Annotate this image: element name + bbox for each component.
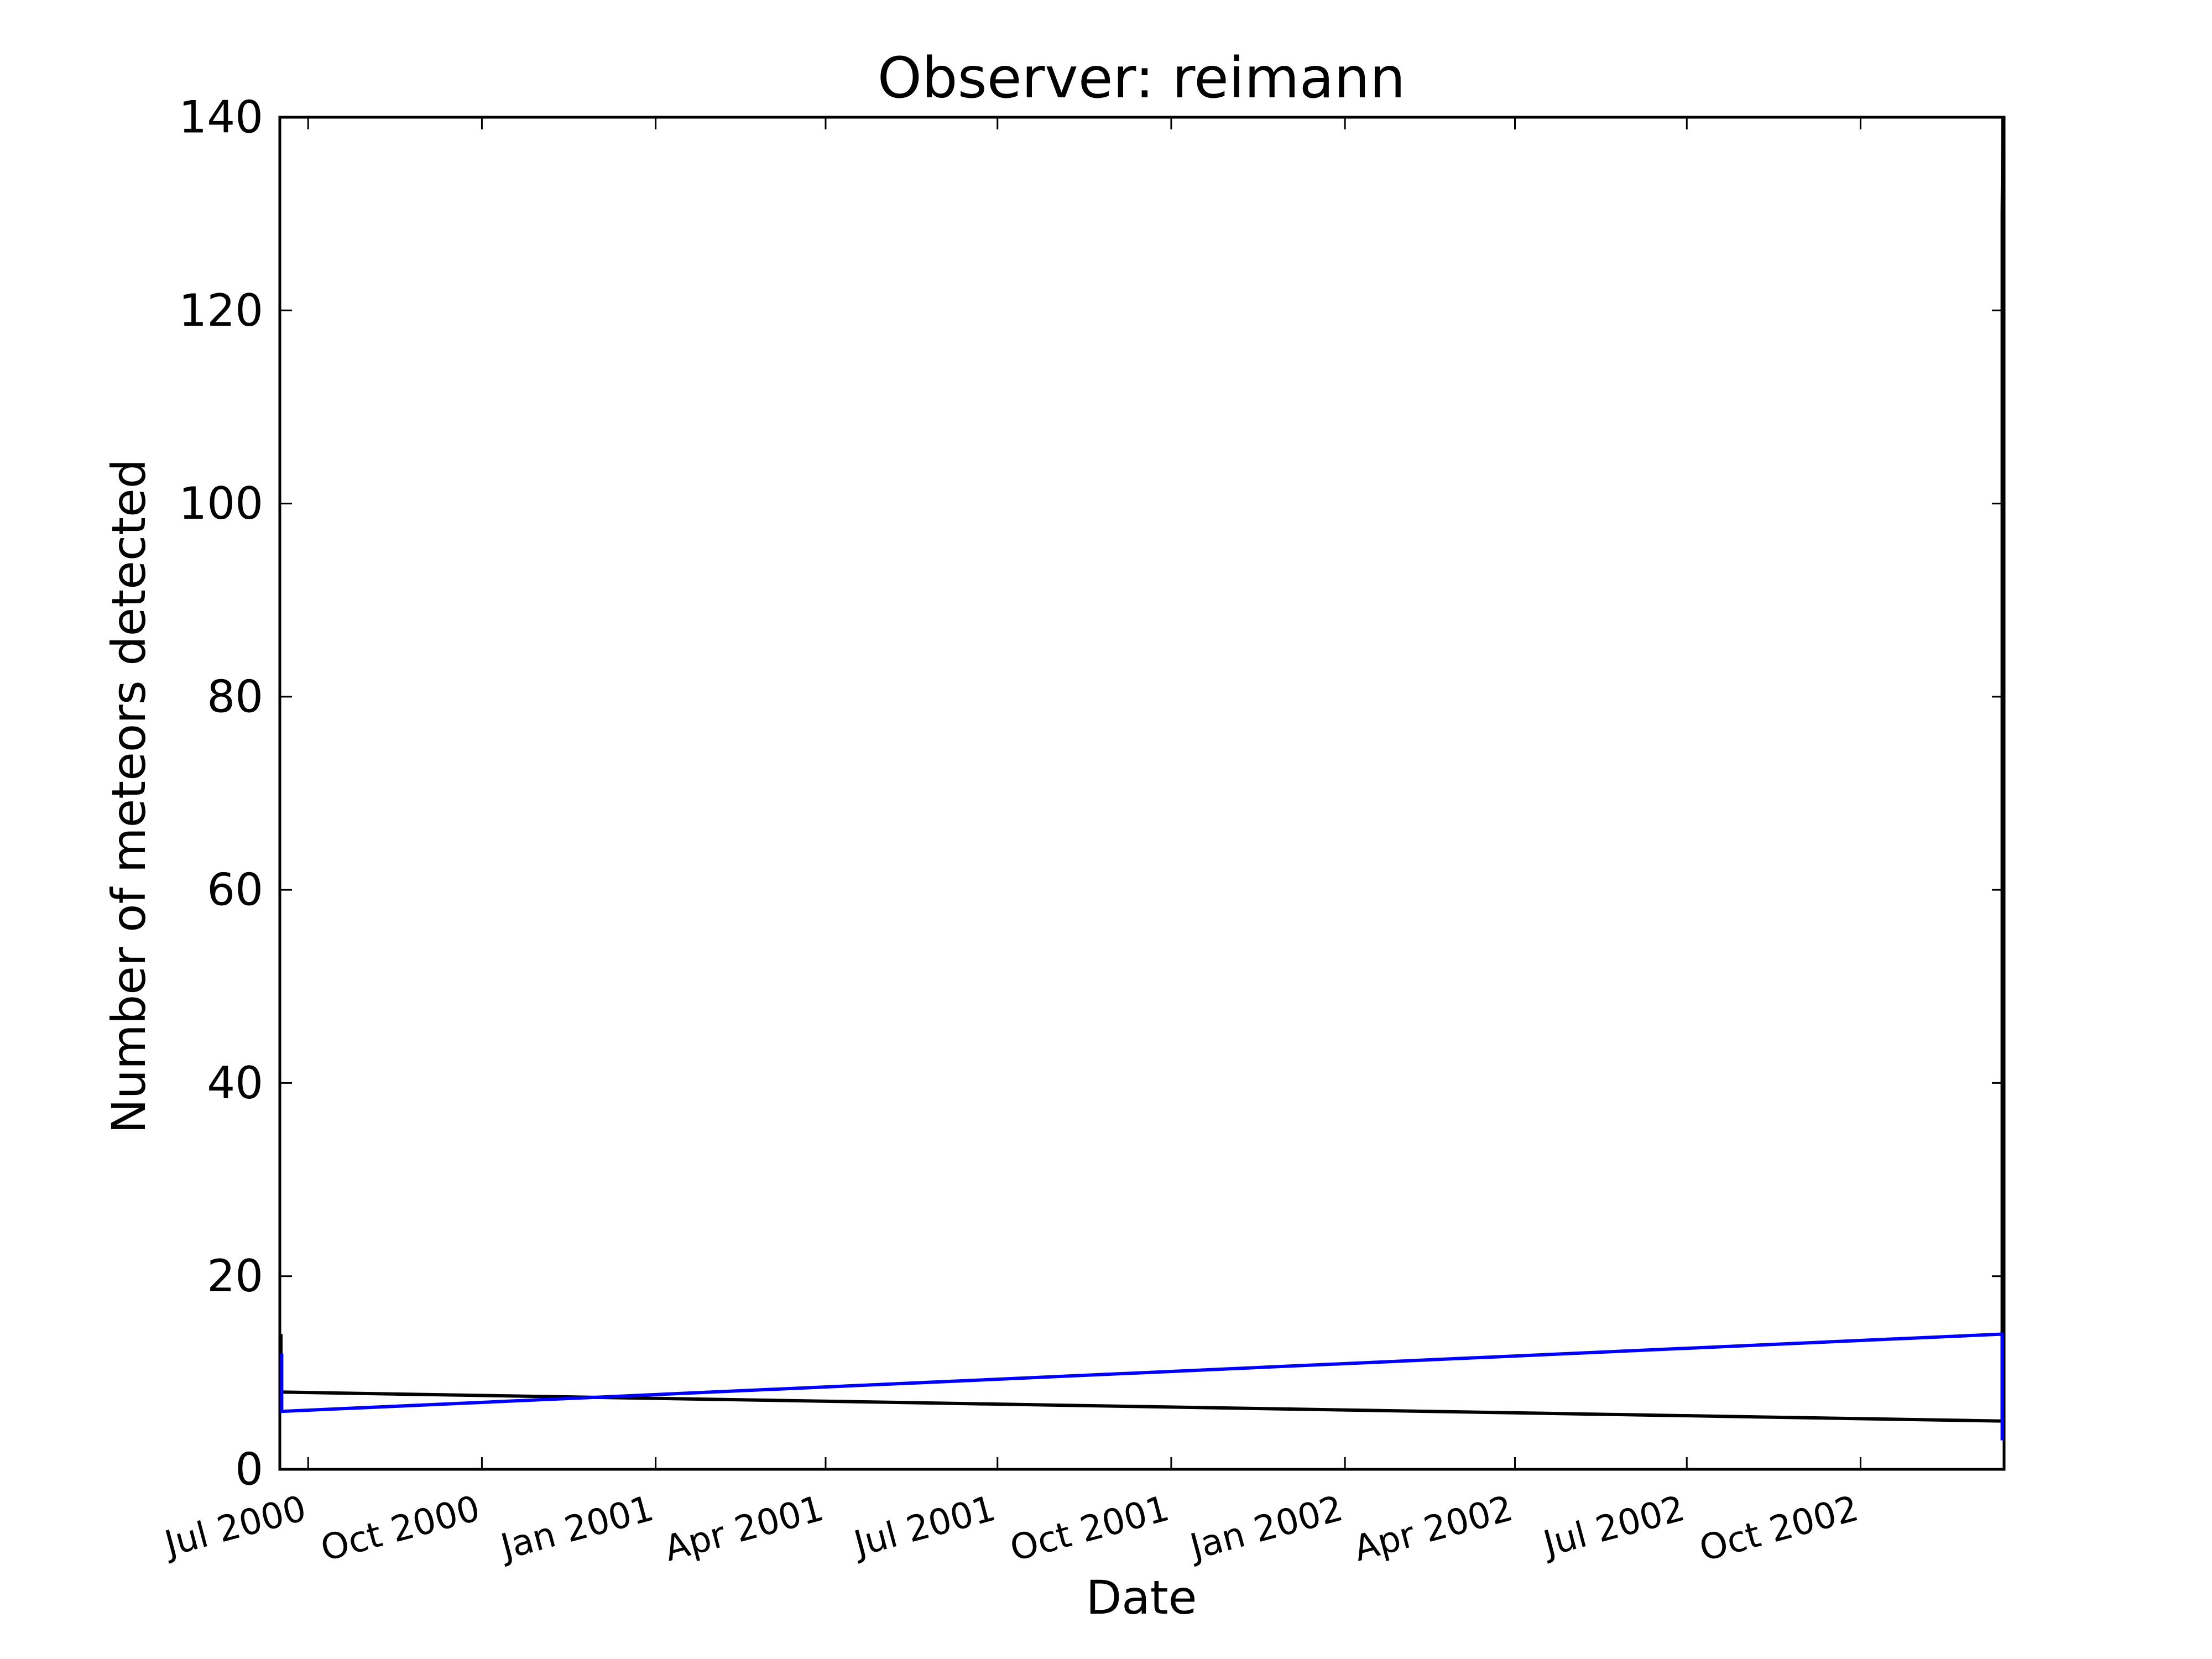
y-tick-label: 40 bbox=[207, 1057, 263, 1109]
y-tick-label: 20 bbox=[207, 1250, 263, 1302]
y-axis: 0 20 40 60 80 100 120 140 bbox=[179, 92, 2004, 1495]
y-axis-label: Number of meteors detected bbox=[102, 459, 156, 1134]
y-tick-label: 80 bbox=[207, 671, 263, 722]
y-tick-label: 60 bbox=[207, 864, 263, 916]
y-tick-label: 120 bbox=[179, 285, 263, 336]
y-tick-label: 100 bbox=[179, 478, 263, 529]
series-line-1 bbox=[280, 1332, 2004, 1441]
x-axis-label: Date bbox=[1086, 1571, 1197, 1625]
y-tick-label: 140 bbox=[179, 92, 263, 143]
y-tick-label: 0 bbox=[235, 1444, 263, 1495]
chart-title: Observer: reimann bbox=[878, 45, 1406, 111]
series-layer bbox=[279, 117, 2005, 1441]
